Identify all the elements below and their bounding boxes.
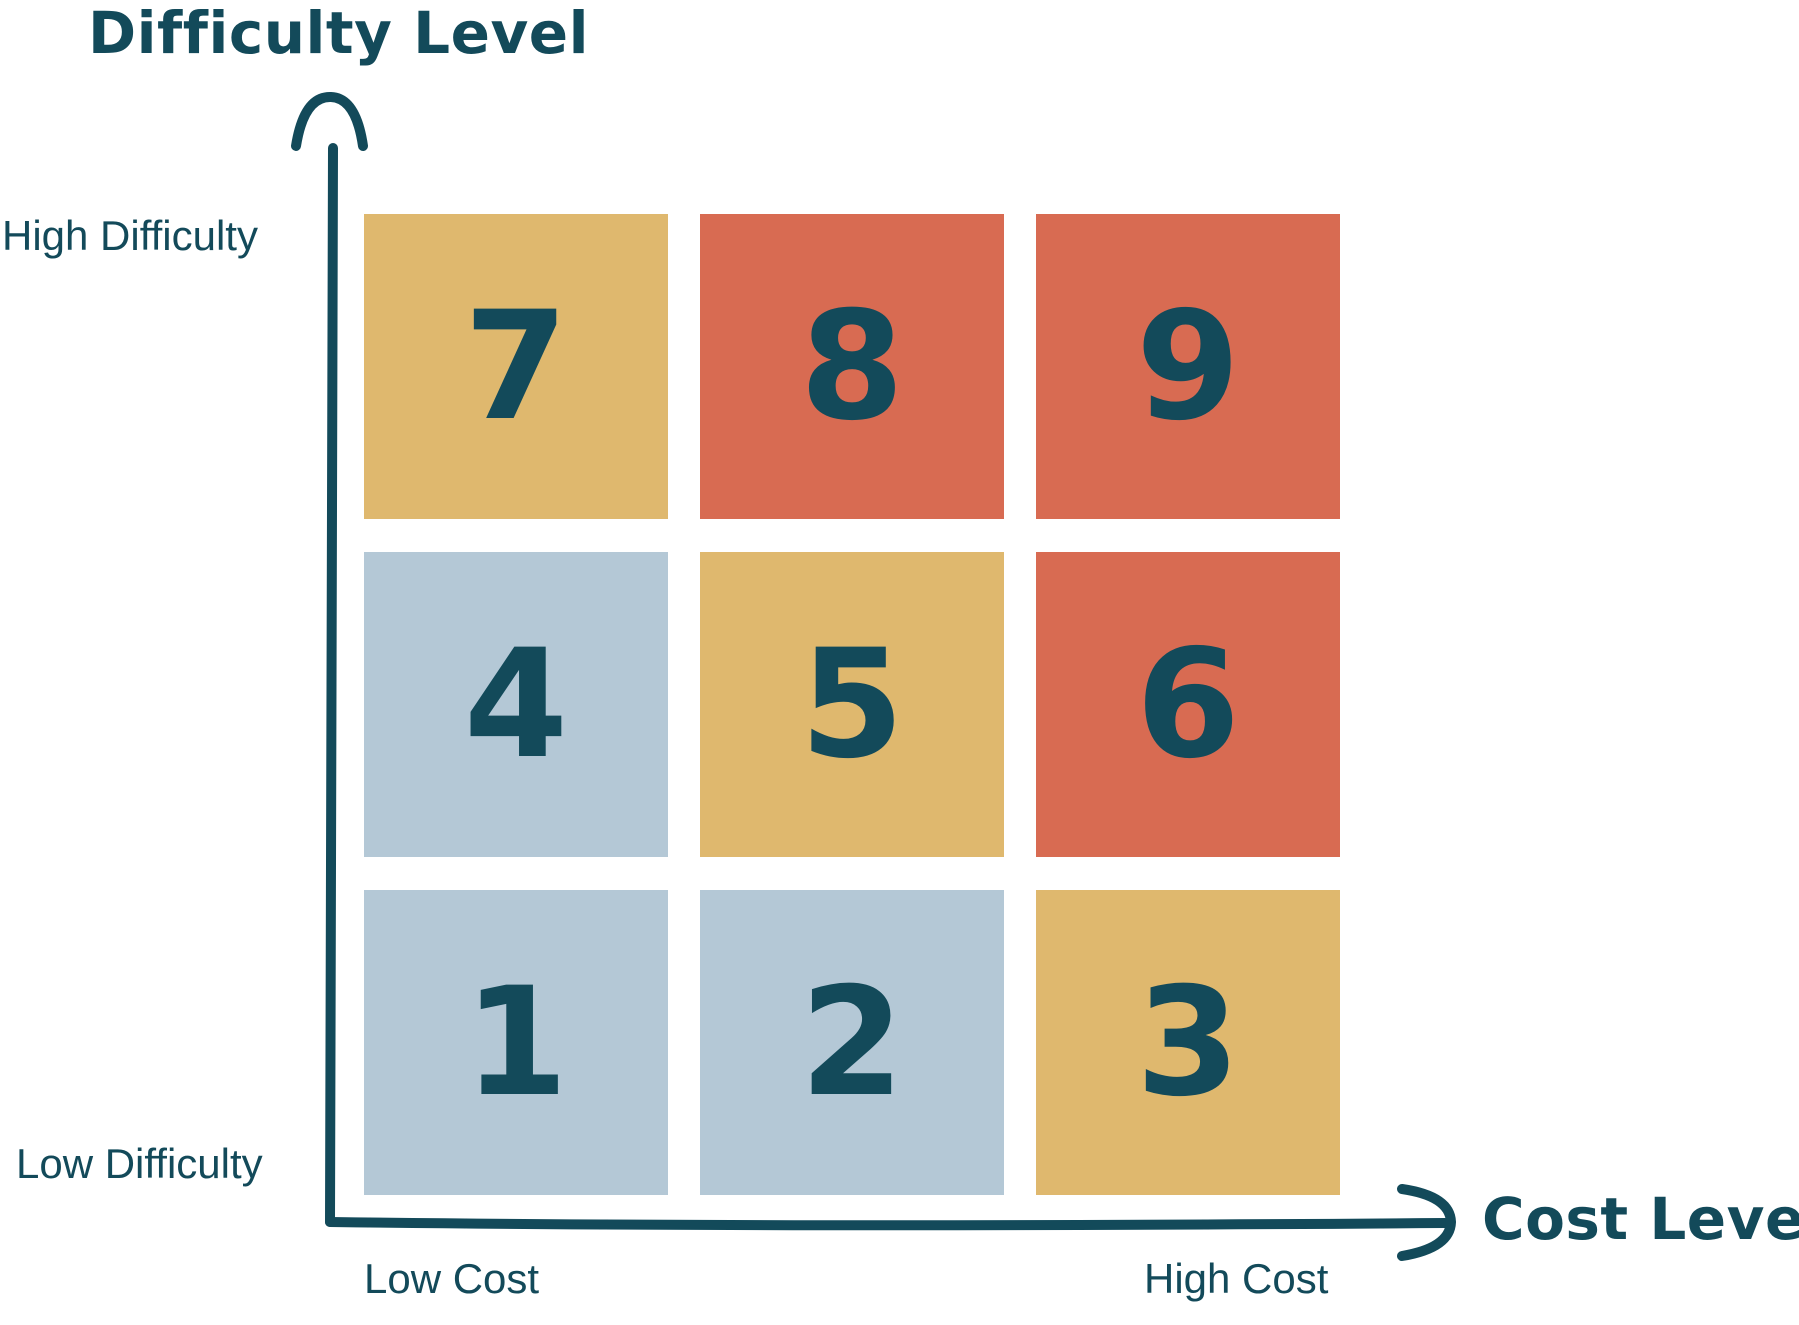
matrix-cell: 4: [364, 552, 668, 857]
matrix-cell: 3: [1036, 890, 1340, 1195]
cell-number: 4: [463, 617, 569, 792]
matrix-cell: 5: [700, 552, 1004, 857]
x-axis-arrow-icon: [1397, 1184, 1456, 1261]
y-axis-line: [325, 143, 338, 1227]
cell-number: 3: [1135, 955, 1241, 1130]
x-axis-high-label: High Cost: [1144, 1255, 1329, 1302]
cell-number: 6: [1135, 617, 1241, 792]
y-axis-low-label: Low Difficulty: [16, 1140, 263, 1187]
matrix-grid: 7 8 9 4 5 6 1 2 3: [364, 214, 1341, 1195]
y-axis-arrow-icon: [291, 92, 368, 151]
cell-number: 2: [799, 955, 905, 1130]
x-axis-line: [325, 1217, 1450, 1231]
cell-number: 8: [799, 279, 905, 454]
matrix-cell: 2: [700, 890, 1004, 1195]
cell-number: 5: [799, 617, 905, 792]
y-axis-high-label: High Difficulty: [2, 212, 258, 259]
cell-number: 7: [463, 279, 569, 454]
matrix-cell: 9: [1036, 214, 1340, 519]
y-axis-title: Difficulty Level: [88, 0, 589, 67]
matrix-cell: 6: [1036, 552, 1340, 857]
matrix-cell: 8: [700, 214, 1004, 519]
cell-number: 9: [1135, 279, 1241, 454]
matrix-cell: 7: [364, 214, 668, 519]
x-axis-title: Cost Level: [1482, 1185, 1799, 1253]
x-axis-low-label: Low Cost: [364, 1255, 540, 1302]
matrix-cell: 1: [364, 890, 668, 1195]
cell-number: 1: [463, 955, 569, 1130]
